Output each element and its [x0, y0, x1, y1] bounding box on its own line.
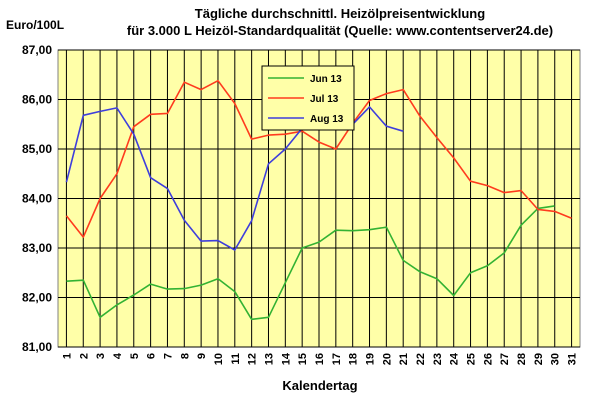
y-axis-ticks: 81,00 82,00 83,00 84,00 85,00 86,00 87,00 — [22, 43, 52, 354]
x-tick-label: 28 — [516, 353, 528, 365]
y-axis-unit-label: Euro/100L — [6, 18, 64, 32]
x-tick-label: 8 — [179, 353, 191, 359]
x-tick-label: 11 — [230, 353, 242, 365]
x-tick-label: 29 — [533, 353, 545, 365]
x-tick-label: 31 — [567, 353, 579, 365]
x-tick-label: 10 — [213, 353, 225, 365]
chart-title-line-1: Tägliche durchschnittl. Heizölpreisentwi… — [195, 6, 485, 21]
y-tick-label: 85,00 — [22, 142, 52, 156]
x-tick-label: 5 — [129, 353, 141, 359]
x-tick-label: 6 — [146, 353, 158, 359]
x-tick-label: 9 — [196, 353, 208, 359]
x-tick-label: 4 — [112, 352, 124, 359]
x-tick-label: 16 — [314, 353, 326, 365]
x-tick-label: 7 — [162, 353, 174, 359]
series-line-jul-13 — [65, 79, 572, 238]
y-tick-label: 83,00 — [22, 241, 52, 255]
x-tick-label: 13 — [263, 353, 275, 365]
x-tick-label: 25 — [466, 353, 478, 365]
x-tick-label: 24 — [449, 352, 461, 365]
x-tick-label: 22 — [415, 353, 427, 365]
x-tick-label: 2 — [78, 353, 90, 359]
x-tick-label: 3 — [95, 353, 107, 359]
x-tick-label: 15 — [297, 353, 309, 365]
x-tick-label: 26 — [482, 353, 494, 365]
x-tick-label: 19 — [365, 353, 377, 365]
x-tick-label: 21 — [398, 353, 410, 365]
x-tick-label: 12 — [247, 353, 259, 365]
x-tick-label: 20 — [381, 353, 393, 365]
legend: Jun 13 Jul 13 Aug 13 — [261, 65, 355, 131]
x-tick-label: 1 — [61, 353, 73, 359]
y-tick-label: 82,00 — [22, 291, 52, 305]
x-axis-ticks: 1 2 3 4 5 6 7 8 9 10 11 12 13 14 15 16 17 18 19 20 21 22 23 24 2… — [61, 352, 578, 365]
x-tick-label: 17 — [331, 353, 343, 365]
series-line-jun-13 — [66, 205, 555, 321]
legend-label: Jun 13 — [310, 74, 342, 85]
legend-label: Aug 13 — [310, 114, 344, 125]
y-tick-label: 84,00 — [22, 192, 52, 206]
y-tick-label: 86,00 — [22, 93, 52, 107]
legend-label: Jul 13 — [310, 94, 339, 105]
y-tick-label: 81,00 — [22, 340, 52, 354]
chart-title-line-2: für 3.000 L Heizöl-Standardqualität (Que… — [127, 23, 553, 38]
x-tick-label: 27 — [499, 353, 511, 365]
x-tick-label: 18 — [348, 353, 360, 365]
x-tick-label: 30 — [550, 353, 562, 365]
x-tick-label: 23 — [432, 353, 444, 365]
x-axis-title: Kalendertag — [282, 378, 357, 393]
y-tick-label: 87,00 — [22, 43, 52, 57]
x-tick-label: 14 — [280, 352, 292, 365]
